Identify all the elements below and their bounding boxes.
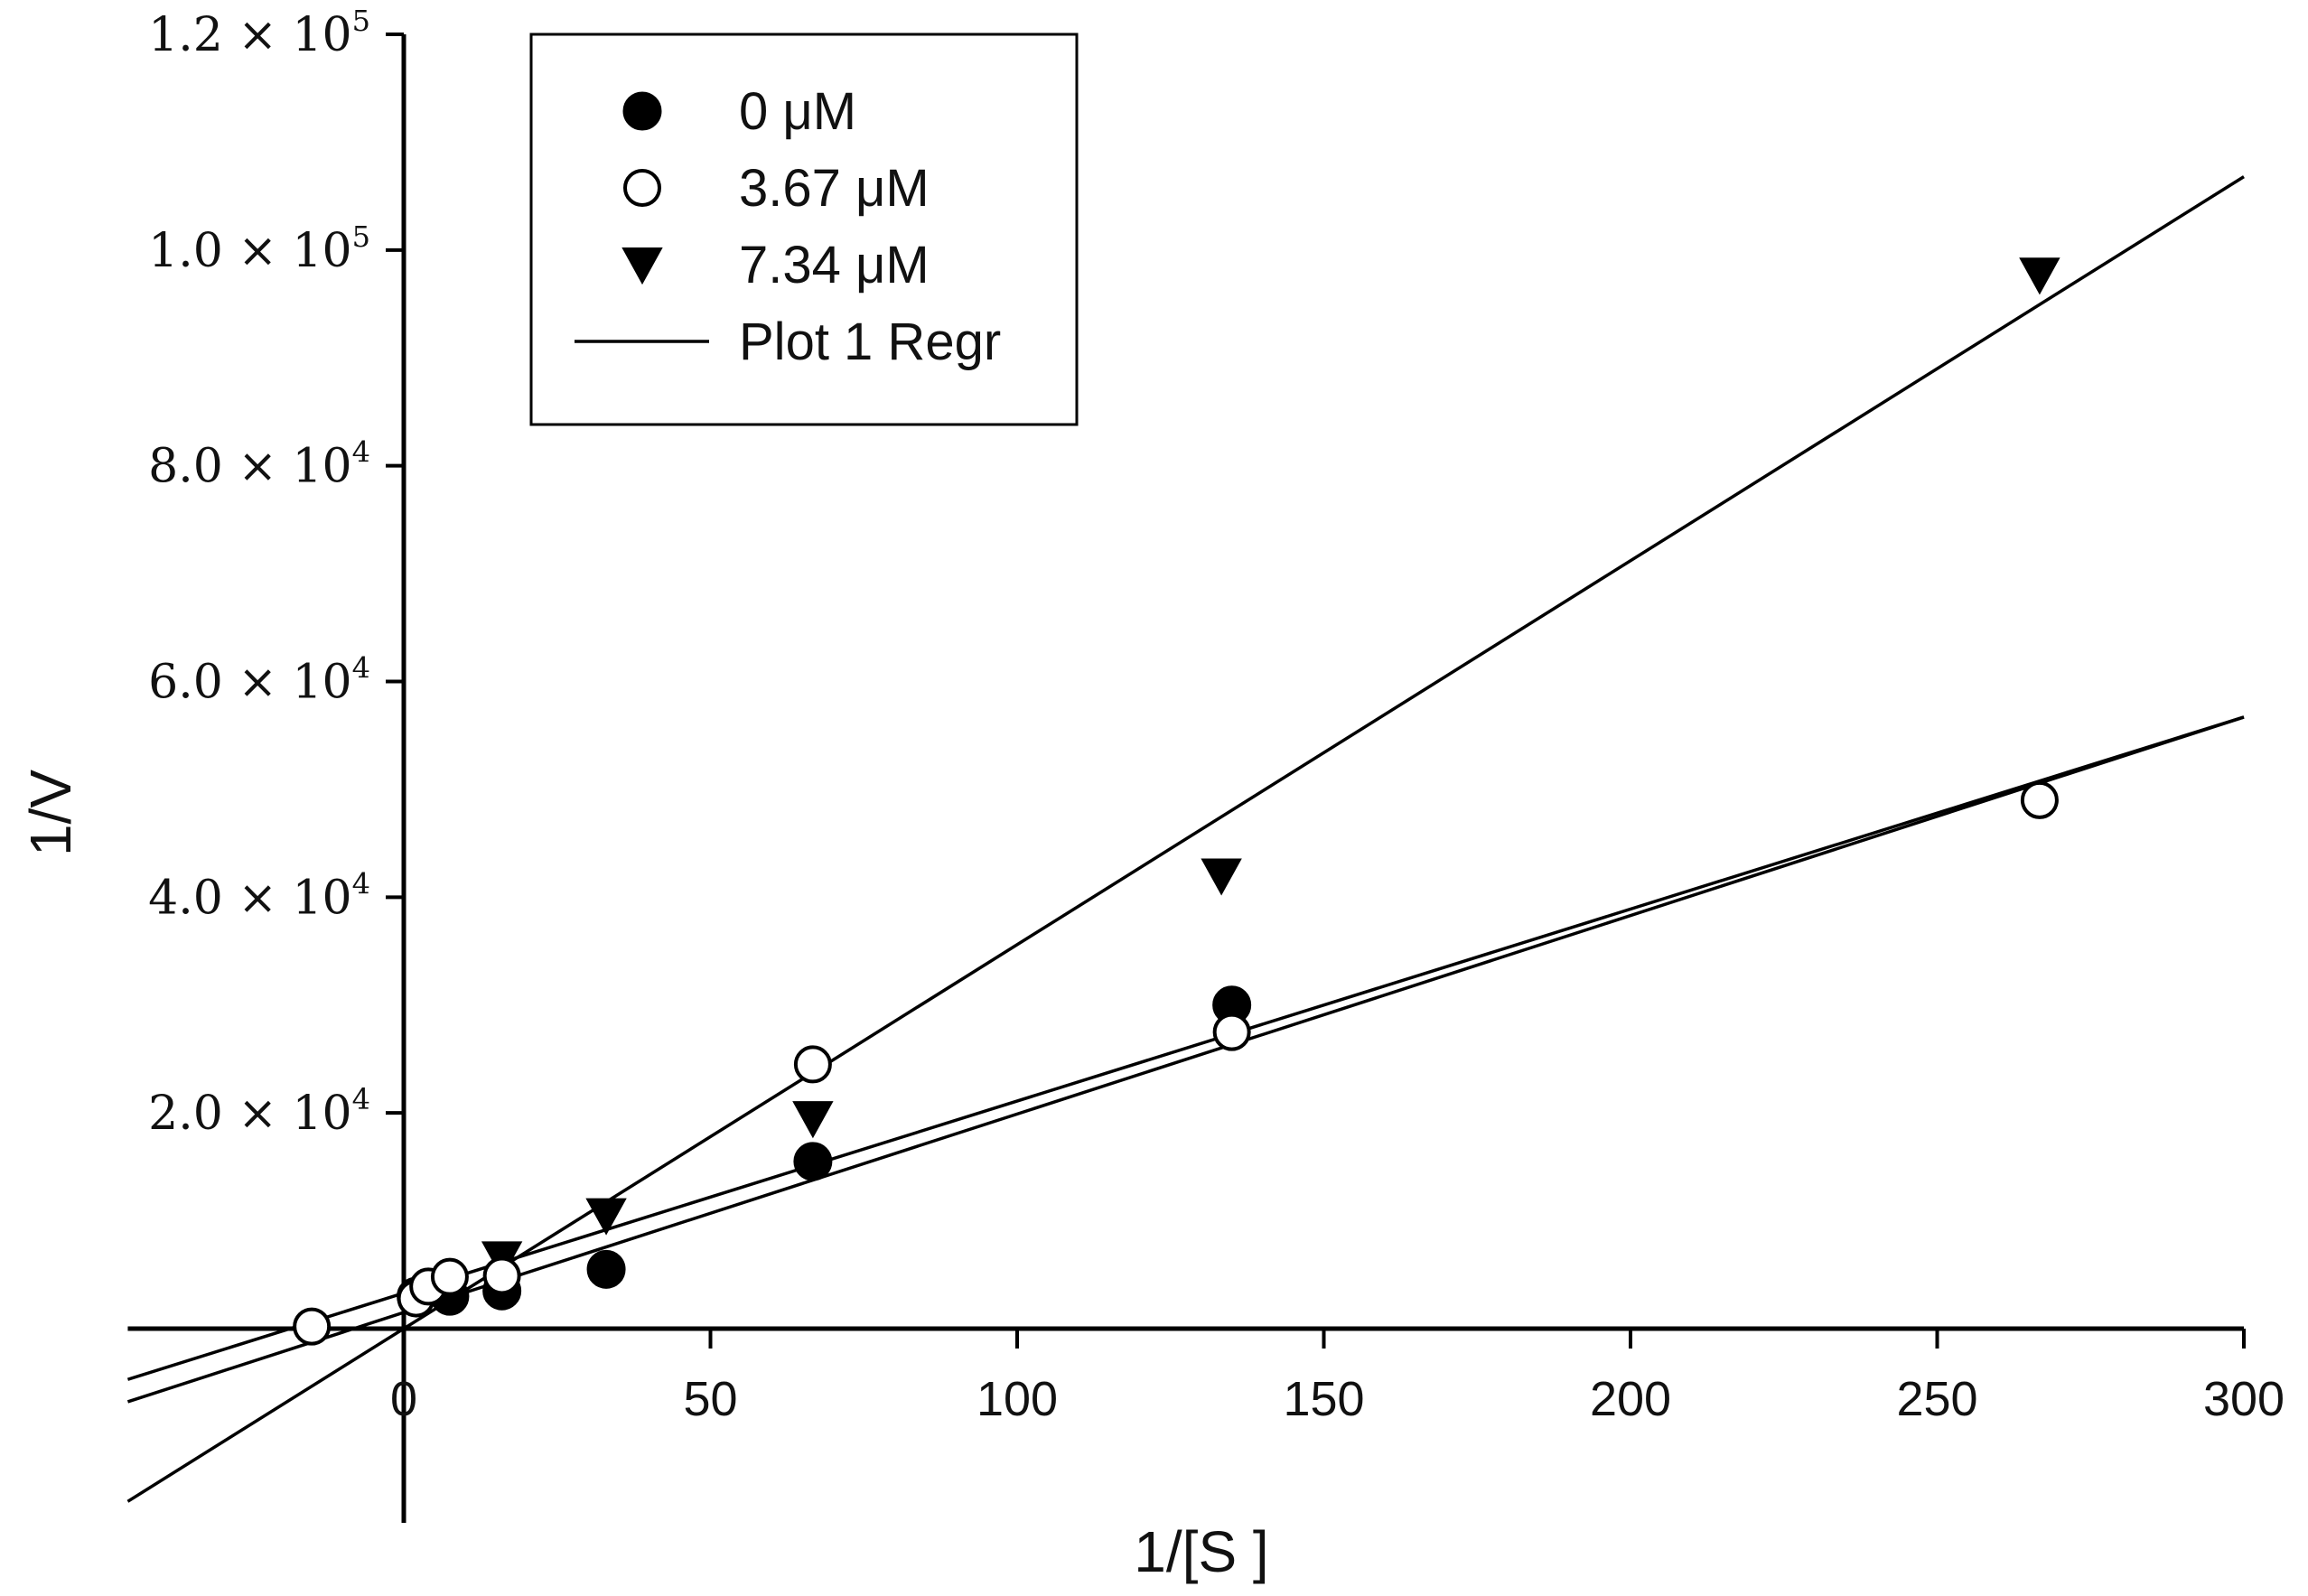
legend-box: [529, 33, 1079, 426]
y-tick-label-100000: 1.0 × 105: [148, 219, 370, 278]
legend-items: 0 μM 3.67 μM 7.34 μM Plot 1 Regr: [575, 82, 1001, 371]
data-point-series2-4: [2019, 257, 2060, 295]
x-tick-label-200: 200: [1590, 1372, 1671, 1426]
y-axis-title: 1/V: [18, 770, 83, 856]
legend-label-0: 0 μM: [739, 82, 856, 141]
data-point-series2-2: [792, 1101, 834, 1139]
data-point-series1-6: [1212, 1013, 1251, 1051]
x-tick-label-300: 300: [2203, 1372, 2285, 1426]
x-axis-title: 1/[S ]: [1134, 1519, 1268, 1584]
x-tick-label-50: 50: [683, 1372, 737, 1426]
legend-marker-0: [622, 91, 662, 131]
legend-marker-1: [623, 169, 661, 207]
regression-line-2: [126, 175, 2245, 1503]
data-point-series1-0: [293, 1307, 332, 1346]
data-points-layer: [293, 257, 2060, 1346]
y-tick-label-120000: 1.2 × 105: [148, 4, 370, 62]
legend-marker-2: [621, 247, 663, 285]
y-tick-label-80000: 8.0 × 104: [148, 435, 370, 494]
legend-label-1: 3.67 μM: [739, 159, 930, 218]
x-tick-label-250: 250: [1896, 1372, 1977, 1426]
axes-layer: [127, 34, 2244, 1523]
x-tick-label-100: 100: [976, 1372, 1058, 1426]
x-tick-label-150: 150: [1283, 1372, 1364, 1426]
data-point-series0-5: [793, 1142, 833, 1181]
y-tick-label-20000: 2.0 × 104: [148, 1082, 370, 1141]
data-point-series1-3: [430, 1257, 469, 1296]
data-point-series1-5: [793, 1045, 832, 1084]
legend-label-2: 7.34 μM: [739, 236, 930, 294]
ticks-layer: 0 50 100 150 200 250 300 2.0 × 104 4.0 × 104 6.0 …: [148, 4, 2285, 1426]
data-point-series2-1: [585, 1198, 627, 1236]
regression-line-0: [126, 715, 2245, 1381]
y-tick-label-40000: 4.0 × 104: [148, 866, 370, 925]
regression-line-1: [126, 715, 2245, 1404]
data-point-series1-4: [482, 1256, 521, 1295]
regression-lines-layer: [126, 175, 2245, 1503]
data-point-series2-3: [1201, 858, 1242, 896]
data-point-series0-4: [586, 1249, 626, 1289]
data-point-series1-7: [2020, 780, 2059, 819]
x-tick-label-0: 0: [390, 1372, 417, 1426]
legend-label-3: Plot 1 Regr: [739, 313, 1001, 371]
y-tick-label-60000: 6.0 × 104: [148, 651, 370, 710]
legend: 0 μM 3.67 μM 7.34 μM Plot 1 Regr: [529, 33, 1079, 426]
